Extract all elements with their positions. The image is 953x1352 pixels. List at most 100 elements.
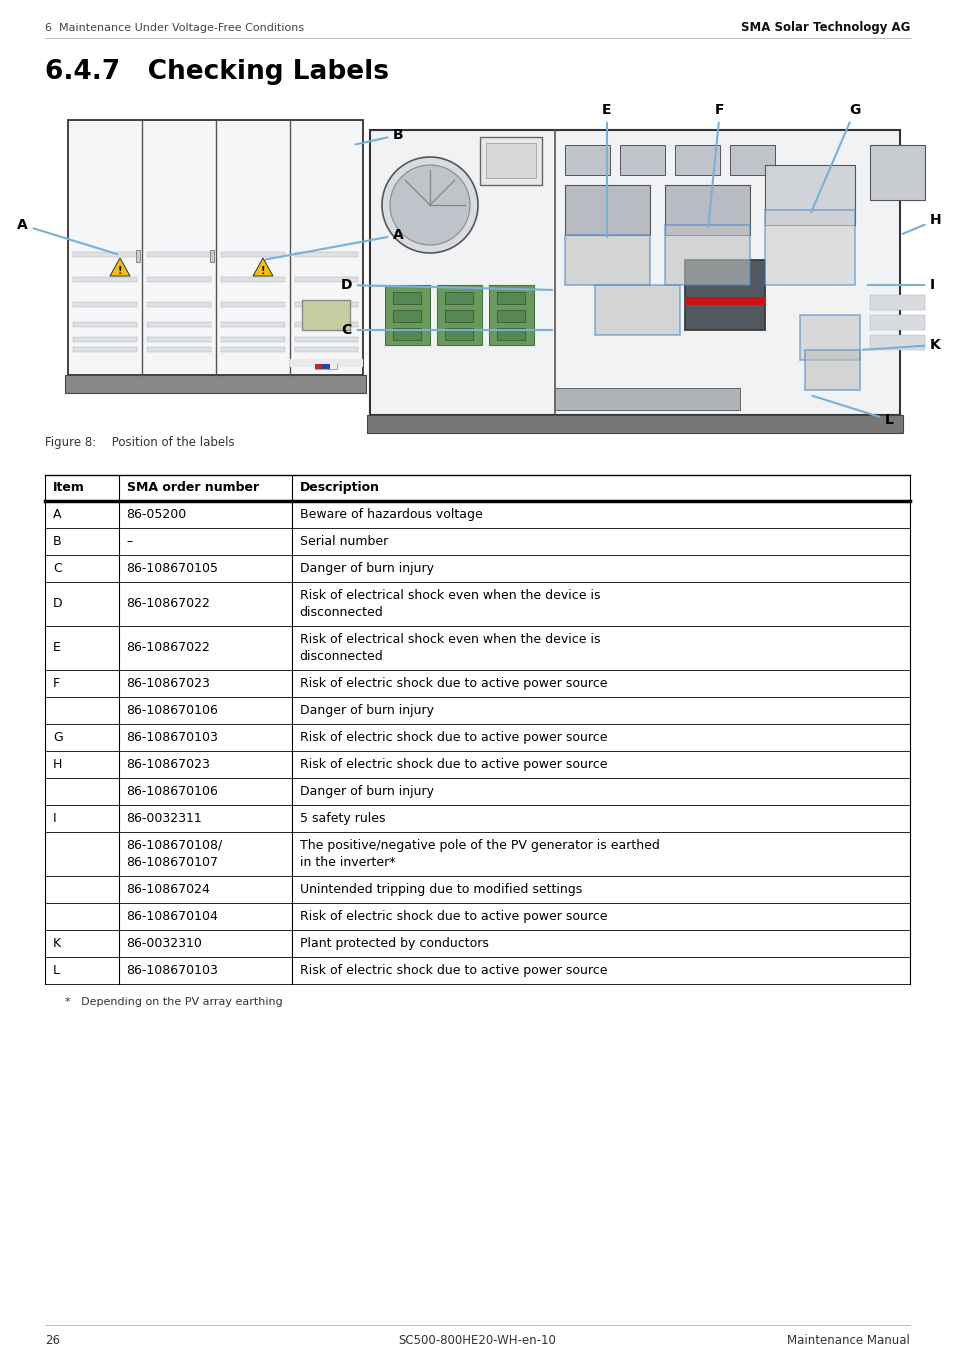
Text: Risk of electric shock due to active power source: Risk of electric shock due to active pow… [299,964,606,977]
Bar [393,292,420,304]
Text: D: D [340,279,552,292]
Text: F: F [53,677,60,690]
Text: 86-05200: 86-05200 [127,508,187,521]
Text: disconnected: disconnected [299,650,383,662]
Bar [564,145,609,174]
Text: *   Depending on the PV array earthing: * Depending on the PV array earthing [65,996,282,1007]
Bar [444,292,473,304]
Text: SMA order number: SMA order number [127,481,258,495]
Bar [497,310,524,322]
Text: H: H [902,214,941,234]
Bar [619,145,664,174]
Polygon shape [110,258,130,276]
Text: C: C [341,323,552,337]
Text: K: K [862,338,940,352]
Text: 5 safety rules: 5 safety rules [299,813,385,825]
Bar [73,337,137,342]
Text: I: I [53,813,56,825]
Text: Figure 8:  Position of the labels: Figure 8: Position of the labels [45,437,234,449]
Text: –: – [127,535,132,548]
Bar [564,235,649,285]
Text: A: A [17,218,117,254]
Text: K: K [53,937,61,950]
Text: G: G [53,731,63,744]
Text: A: A [266,228,403,260]
Bar [221,277,285,283]
Text: disconnected: disconnected [299,606,383,619]
Text: 86-108670103: 86-108670103 [127,964,218,977]
Bar [869,315,924,330]
Bar [385,285,430,345]
Bar [393,310,420,322]
Bar [804,350,859,389]
Bar [221,322,285,327]
Bar [73,347,137,352]
Bar [684,260,764,330]
Text: L: L [812,396,893,427]
Bar [147,251,211,257]
Bar [221,347,285,352]
Text: 86-10867023: 86-10867023 [127,758,211,771]
Text: D: D [53,598,63,611]
Bar [564,185,649,235]
Bar [489,285,534,345]
Bar [664,224,749,285]
Bar [497,292,524,304]
Bar [302,300,350,330]
Bar [294,337,357,342]
Text: 86-10867022: 86-10867022 [127,598,211,611]
Bar [210,250,213,262]
Bar [869,145,924,200]
Text: H: H [53,758,62,771]
Text: 6  Maintenance Under Voltage-Free Conditions: 6 Maintenance Under Voltage-Free Conditi… [45,23,304,32]
Text: 86-108670103: 86-108670103 [127,731,218,744]
Text: Risk of electrical shock even when the device is: Risk of electrical shock even when the d… [299,589,599,602]
Bar [367,415,902,433]
Bar [479,137,541,185]
Bar [764,210,854,285]
Bar [294,251,357,257]
Text: 86-108670106: 86-108670106 [127,786,218,798]
Bar [497,329,524,339]
Circle shape [390,165,470,245]
Text: Unintended tripping due to modified settings: Unintended tripping due to modified sett… [299,883,581,896]
Bar [294,277,357,283]
Text: A: A [53,508,61,521]
Bar [869,335,924,350]
Text: B: B [53,535,62,548]
Bar [330,364,336,369]
Bar [65,375,366,393]
Bar [764,165,854,224]
Text: Risk of electric shock due to active power source: Risk of electric shock due to active pow… [299,677,606,690]
Text: 86-10867022: 86-10867022 [127,641,211,654]
Text: 86-0032310: 86-0032310 [127,937,202,950]
Bar [314,364,322,369]
Bar [294,301,357,307]
Text: Risk of electrical shock even when the device is: Risk of electrical shock even when the d… [299,633,599,646]
Text: Danger of burn injury: Danger of burn injury [299,562,433,575]
Bar [322,364,330,369]
Bar [370,130,899,415]
Text: G: G [810,103,860,212]
Bar [869,295,924,310]
Text: 26: 26 [45,1333,60,1347]
Text: 86-108670107: 86-108670107 [127,856,218,869]
Bar [485,143,536,178]
Bar [73,251,137,257]
Text: 86-108670105: 86-108670105 [127,562,218,575]
Bar [147,347,211,352]
Bar [73,277,137,283]
Bar [147,301,211,307]
Bar [729,145,774,174]
Bar [147,337,211,342]
Bar [221,301,285,307]
Bar [314,364,336,369]
Text: !: ! [260,266,265,276]
Text: Risk of electric shock due to active power source: Risk of electric shock due to active pow… [299,758,606,771]
Text: 86-108670104: 86-108670104 [127,910,218,923]
Bar [444,329,473,339]
Bar [294,347,357,352]
Text: Danger of burn injury: Danger of burn injury [299,786,433,798]
Text: !: ! [117,266,122,276]
Bar [68,120,363,375]
